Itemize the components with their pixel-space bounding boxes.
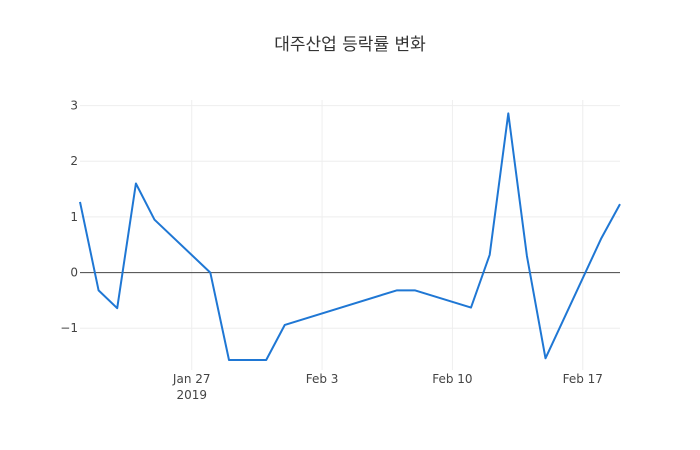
series-layer [79, 112, 621, 361]
y-tick-label: 0 [70, 266, 78, 280]
x-tick-label: Jan 27 [172, 372, 211, 386]
x-tick-label: Feb 17 [563, 372, 603, 386]
chart-title: 대주산업 등락률 변화 [274, 35, 426, 55]
x-tick-label: Feb 10 [432, 372, 472, 386]
x-tick-sublabel: 2019 [176, 388, 207, 402]
grid-lines [80, 100, 620, 370]
x-tick-label: Feb 3 [306, 372, 339, 386]
axes: −1 0 1 2 3 Jan 27 2019 Feb 3 Feb 10 Feb 17 [60, 99, 620, 402]
series-line [79, 112, 621, 361]
y-tick-label: 3 [70, 99, 78, 113]
y-tick-label: 2 [70, 154, 78, 168]
y-tick-label: −1 [60, 321, 78, 335]
y-tick-label: 1 [70, 210, 78, 224]
